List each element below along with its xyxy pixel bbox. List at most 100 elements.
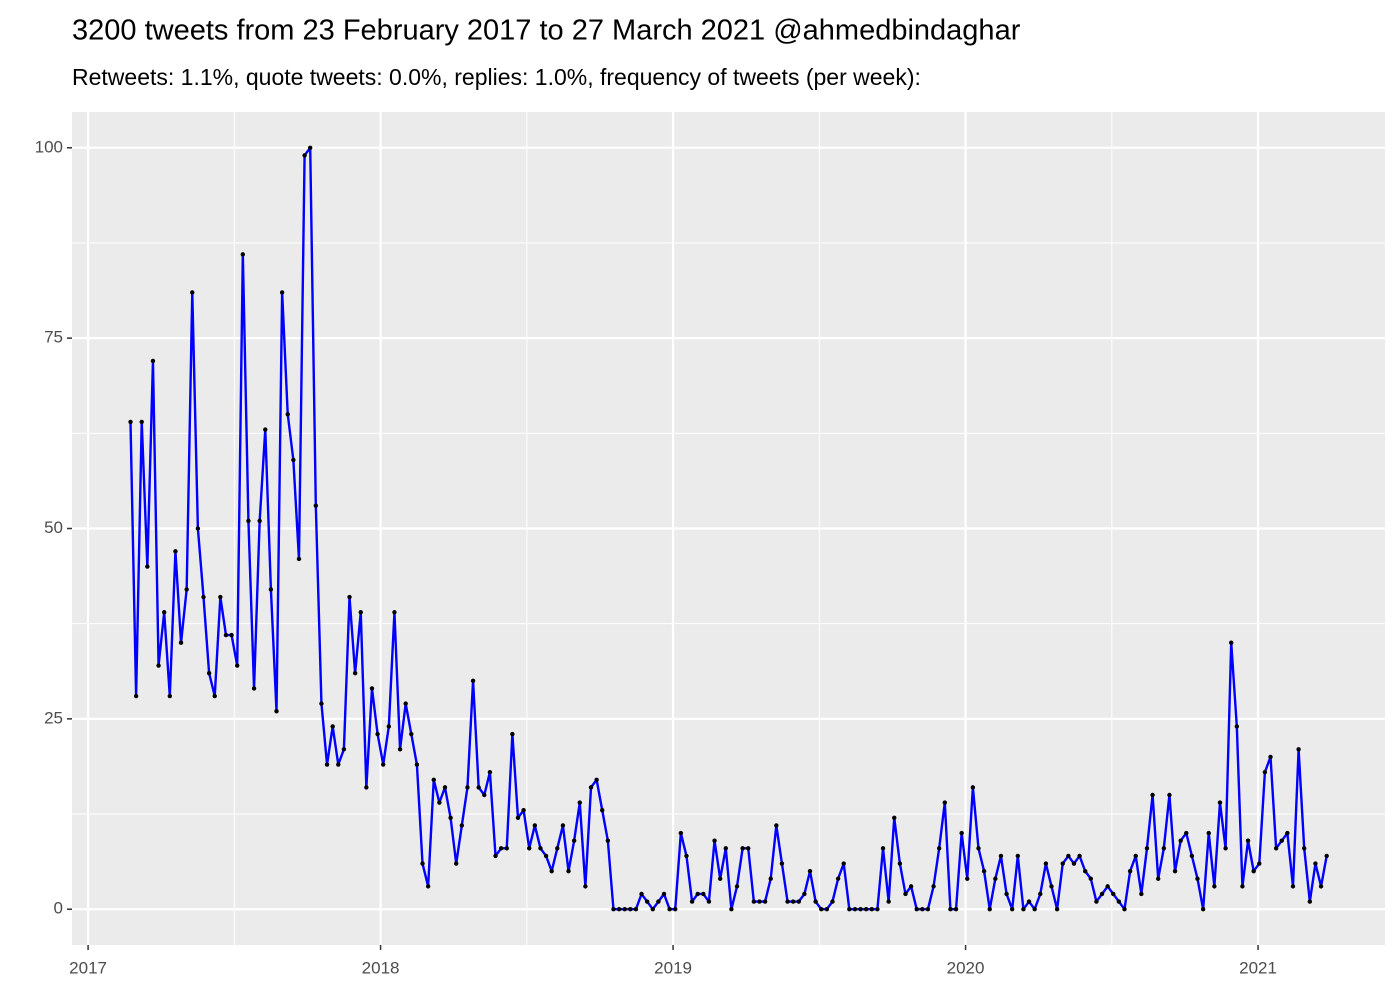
data-point bbox=[841, 861, 846, 866]
data-point bbox=[1066, 853, 1071, 859]
data-point bbox=[673, 907, 678, 912]
data-point bbox=[936, 846, 942, 851]
data-point bbox=[476, 785, 481, 790]
data-point bbox=[324, 762, 330, 767]
data-point bbox=[364, 785, 369, 790]
data-point bbox=[751, 899, 757, 904]
data-point bbox=[375, 731, 380, 737]
data-point bbox=[616, 907, 622, 912]
data-point bbox=[1071, 861, 1077, 866]
data-point bbox=[1324, 853, 1329, 859]
data-point bbox=[240, 252, 246, 257]
data-point bbox=[740, 846, 745, 851]
data-point bbox=[223, 632, 229, 638]
data-point bbox=[246, 518, 251, 524]
data-point bbox=[482, 792, 487, 798]
data-point bbox=[987, 907, 992, 912]
data-point bbox=[1150, 792, 1155, 798]
data-point bbox=[1178, 838, 1183, 843]
data-point bbox=[1268, 754, 1273, 760]
data-point bbox=[1313, 861, 1318, 866]
data-point bbox=[1251, 868, 1256, 874]
data-point bbox=[285, 412, 290, 417]
data-point bbox=[1127, 868, 1133, 874]
data-point bbox=[790, 899, 796, 904]
data-point bbox=[650, 907, 655, 912]
data-point bbox=[397, 747, 403, 752]
data-point bbox=[347, 594, 352, 600]
data-point bbox=[1172, 868, 1178, 874]
chart-subtitle: Retweets: 1.1%, quote tweets: 0.0%, repl… bbox=[72, 64, 921, 90]
data-point bbox=[779, 861, 785, 866]
data-point bbox=[1240, 884, 1245, 889]
data-point bbox=[139, 419, 144, 425]
data-point bbox=[1009, 907, 1015, 912]
data-point bbox=[622, 907, 627, 912]
data-point bbox=[611, 907, 616, 912]
data-point bbox=[1094, 899, 1099, 904]
data-point bbox=[358, 610, 363, 615]
data-point bbox=[577, 800, 582, 805]
data-point bbox=[605, 838, 611, 843]
data-point bbox=[341, 747, 347, 752]
data-point bbox=[352, 670, 358, 676]
data-point bbox=[914, 907, 919, 912]
data-point bbox=[409, 731, 414, 737]
data-point bbox=[313, 503, 319, 508]
data-point bbox=[560, 823, 566, 828]
data-point bbox=[583, 884, 588, 889]
data-point bbox=[1043, 861, 1049, 866]
data-point bbox=[729, 907, 734, 912]
data-point bbox=[1004, 891, 1009, 897]
data-point bbox=[1088, 876, 1094, 881]
data-point bbox=[150, 358, 156, 364]
data-point bbox=[437, 800, 442, 805]
data-point bbox=[965, 876, 970, 881]
data-point bbox=[1262, 769, 1268, 775]
data-point bbox=[543, 853, 549, 859]
data-point bbox=[852, 907, 858, 912]
data-point bbox=[532, 823, 538, 828]
data-point bbox=[571, 838, 577, 843]
data-point bbox=[1049, 884, 1054, 889]
data-point bbox=[381, 762, 386, 767]
data-point bbox=[218, 594, 223, 600]
data-point bbox=[386, 724, 392, 729]
x-tick-label: 2017 bbox=[69, 958, 107, 977]
data-point bbox=[161, 610, 167, 615]
data-point bbox=[706, 899, 712, 904]
data-point bbox=[515, 815, 521, 821]
data-point bbox=[1105, 884, 1110, 889]
data-point bbox=[369, 686, 375, 691]
data-point bbox=[1200, 907, 1206, 912]
data-point bbox=[1026, 899, 1032, 904]
data-point bbox=[527, 846, 532, 851]
data-point bbox=[1273, 846, 1279, 851]
data-point bbox=[768, 876, 773, 881]
data-point bbox=[184, 587, 189, 592]
y-tick-label: 75 bbox=[44, 328, 63, 347]
data-point bbox=[1285, 830, 1290, 836]
data-point bbox=[717, 876, 723, 881]
data-point bbox=[892, 815, 897, 821]
data-point bbox=[454, 861, 459, 866]
data-point bbox=[234, 663, 240, 668]
data-point bbox=[538, 846, 543, 851]
data-point bbox=[1111, 891, 1116, 897]
data-point bbox=[156, 663, 161, 668]
data-point bbox=[403, 701, 408, 706]
x-tick-label: 2020 bbox=[947, 958, 985, 977]
data-point bbox=[279, 290, 285, 295]
data-point bbox=[566, 868, 571, 874]
data-point bbox=[981, 868, 987, 874]
data-point bbox=[734, 884, 740, 889]
data-point bbox=[802, 891, 807, 897]
data-point bbox=[1290, 884, 1296, 889]
data-point bbox=[819, 907, 824, 912]
data-point bbox=[498, 846, 504, 851]
data-point bbox=[1223, 846, 1228, 851]
line bbox=[129, 146, 1328, 911]
data-point bbox=[925, 907, 931, 912]
data-point bbox=[1279, 838, 1284, 843]
data-point bbox=[173, 549, 178, 554]
